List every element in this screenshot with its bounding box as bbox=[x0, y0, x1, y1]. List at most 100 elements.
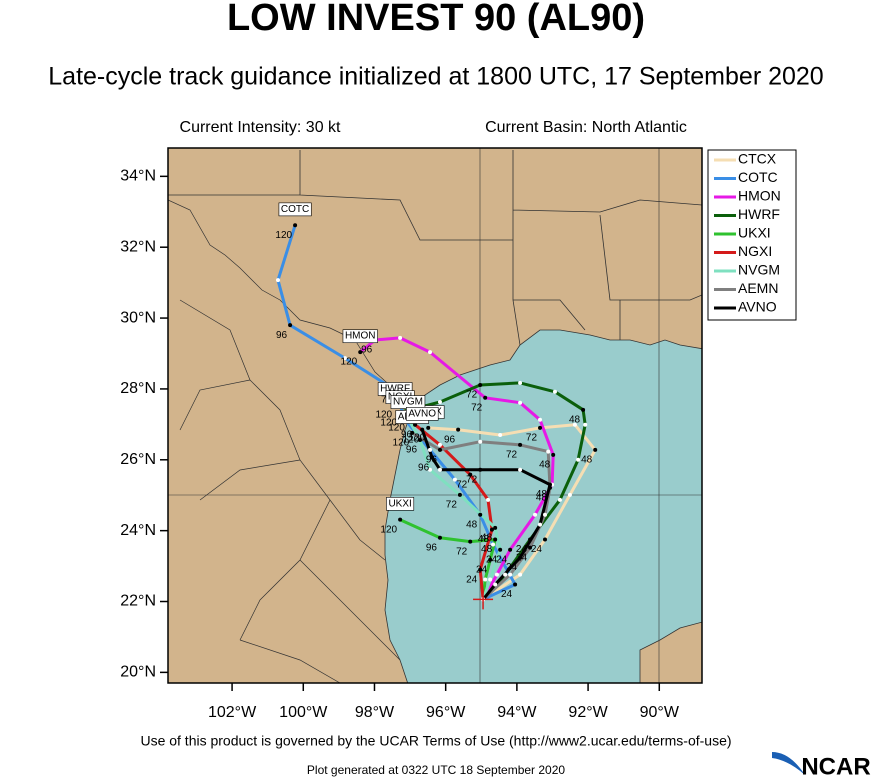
track-point bbox=[478, 567, 483, 572]
forecast-hour: 24 bbox=[466, 574, 478, 585]
track-point bbox=[518, 572, 523, 577]
track-point bbox=[483, 577, 488, 582]
track-point bbox=[543, 512, 548, 517]
track-point bbox=[546, 449, 551, 454]
forecast-hour: 96 bbox=[444, 434, 456, 445]
track-point bbox=[486, 497, 491, 502]
track-point bbox=[428, 350, 433, 355]
forecast-hour: 48 bbox=[569, 414, 581, 425]
track-point bbox=[437, 447, 442, 452]
forecast-hour: 96 bbox=[426, 542, 438, 553]
forecast-hour: 72 bbox=[446, 500, 458, 511]
legend-label: AVNO bbox=[738, 299, 777, 315]
track-point bbox=[478, 439, 483, 444]
track-point bbox=[494, 572, 499, 577]
model-label: HMON bbox=[345, 331, 376, 342]
forecast-hour: 120 bbox=[409, 433, 426, 444]
track-point bbox=[576, 457, 581, 462]
y-tick-label: 34°N bbox=[120, 168, 156, 185]
map-background bbox=[168, 148, 702, 683]
forecast-hour: 72 bbox=[526, 433, 538, 444]
track-point bbox=[583, 422, 588, 427]
legend-label: COTC bbox=[738, 169, 778, 185]
forecast-hour: 24 bbox=[501, 589, 513, 600]
model-label: UKXI bbox=[388, 498, 411, 509]
track-point bbox=[593, 447, 598, 452]
track-point bbox=[518, 555, 523, 560]
plot-generated: Plot generated at 0322 UTC 18 September … bbox=[307, 763, 565, 777]
track-point bbox=[437, 400, 442, 405]
y-tick-label: 30°N bbox=[120, 309, 156, 326]
forecast-hour: 72 bbox=[471, 402, 483, 413]
track-point bbox=[488, 557, 493, 562]
track-point bbox=[551, 452, 556, 457]
track-line bbox=[428, 423, 597, 601]
forecast-hour: 120 bbox=[375, 410, 392, 421]
forecast-hour: 72 bbox=[506, 450, 518, 461]
forecast-hour: 120 bbox=[402, 434, 419, 445]
track-point bbox=[276, 278, 281, 283]
track-point bbox=[418, 437, 423, 442]
track-point bbox=[498, 547, 503, 552]
forecast-hour: 120 bbox=[275, 230, 292, 241]
track-point bbox=[567, 492, 572, 497]
forecast-hour: 24 bbox=[531, 544, 543, 555]
current-intensity: Current Intensity: 30 kt bbox=[180, 119, 342, 136]
chart-title: LOW INVEST 90 (AL90) bbox=[227, 0, 645, 39]
track-point bbox=[437, 442, 442, 447]
x-tick-label: 90°W bbox=[640, 704, 680, 721]
model-label-box bbox=[278, 202, 312, 217]
chart-subtitle: Late-cycle track guidance initialized at… bbox=[48, 63, 823, 91]
legend-label: HMON bbox=[738, 188, 781, 204]
forecast-hour: 48 bbox=[581, 455, 593, 466]
track-point bbox=[528, 537, 533, 542]
track-point bbox=[342, 356, 347, 361]
track-point bbox=[456, 427, 461, 432]
track-point bbox=[493, 537, 498, 542]
track-point bbox=[398, 335, 403, 340]
forecast-hour: 48 bbox=[536, 492, 548, 503]
ncar-logo: NCAR bbox=[801, 753, 870, 780]
forecast-hour: 96 bbox=[406, 445, 418, 456]
track-point bbox=[491, 542, 496, 547]
track-point bbox=[489, 527, 494, 532]
forecast-hour: 48 bbox=[481, 532, 493, 543]
tracks: 24487296120CTCX24487296120COTC2448729612… bbox=[275, 202, 598, 610]
track-point bbox=[518, 442, 523, 447]
x-tick-label: 92°W bbox=[568, 704, 608, 721]
y-tick-label: 22°N bbox=[120, 593, 156, 610]
forecast-hour: 48 bbox=[536, 489, 548, 500]
track-point bbox=[518, 380, 523, 385]
forecast-hour: 48 bbox=[466, 519, 478, 530]
y-tick-label: 24°N bbox=[120, 522, 156, 539]
forecast-hour: 48 bbox=[481, 544, 493, 555]
forecast-hour: 120 bbox=[380, 418, 397, 429]
x-tick-label: 98°W bbox=[355, 704, 395, 721]
track-point bbox=[552, 389, 557, 394]
track-point bbox=[468, 472, 473, 477]
track-point bbox=[503, 572, 508, 577]
track-point bbox=[508, 547, 513, 552]
track-point bbox=[437, 535, 442, 540]
terms-of-use: Use of this product is governed by the U… bbox=[140, 733, 731, 749]
model-label-box bbox=[406, 407, 439, 421]
forecast-hour: 96 bbox=[426, 455, 438, 466]
track-point bbox=[538, 417, 543, 422]
initial-position bbox=[473, 589, 494, 610]
forecast-hour: 120 bbox=[388, 423, 405, 434]
track-point bbox=[398, 517, 403, 522]
track-point bbox=[533, 512, 538, 517]
forecast-hour: 72 bbox=[456, 546, 468, 557]
legend-label: CTCX bbox=[738, 151, 777, 167]
forecast-hour: 96 bbox=[401, 429, 413, 440]
track-point bbox=[547, 485, 552, 490]
model-label-box bbox=[342, 329, 378, 344]
track-point bbox=[518, 467, 523, 472]
forecast-hour: 48 bbox=[539, 459, 551, 470]
forecast-hour: 96 bbox=[418, 462, 430, 473]
forecast-hour: 24 bbox=[516, 544, 528, 555]
forecast-hour: 72 bbox=[466, 390, 478, 401]
mexico-borders bbox=[168, 199, 401, 683]
x-tick-label: 100°W bbox=[279, 704, 328, 721]
